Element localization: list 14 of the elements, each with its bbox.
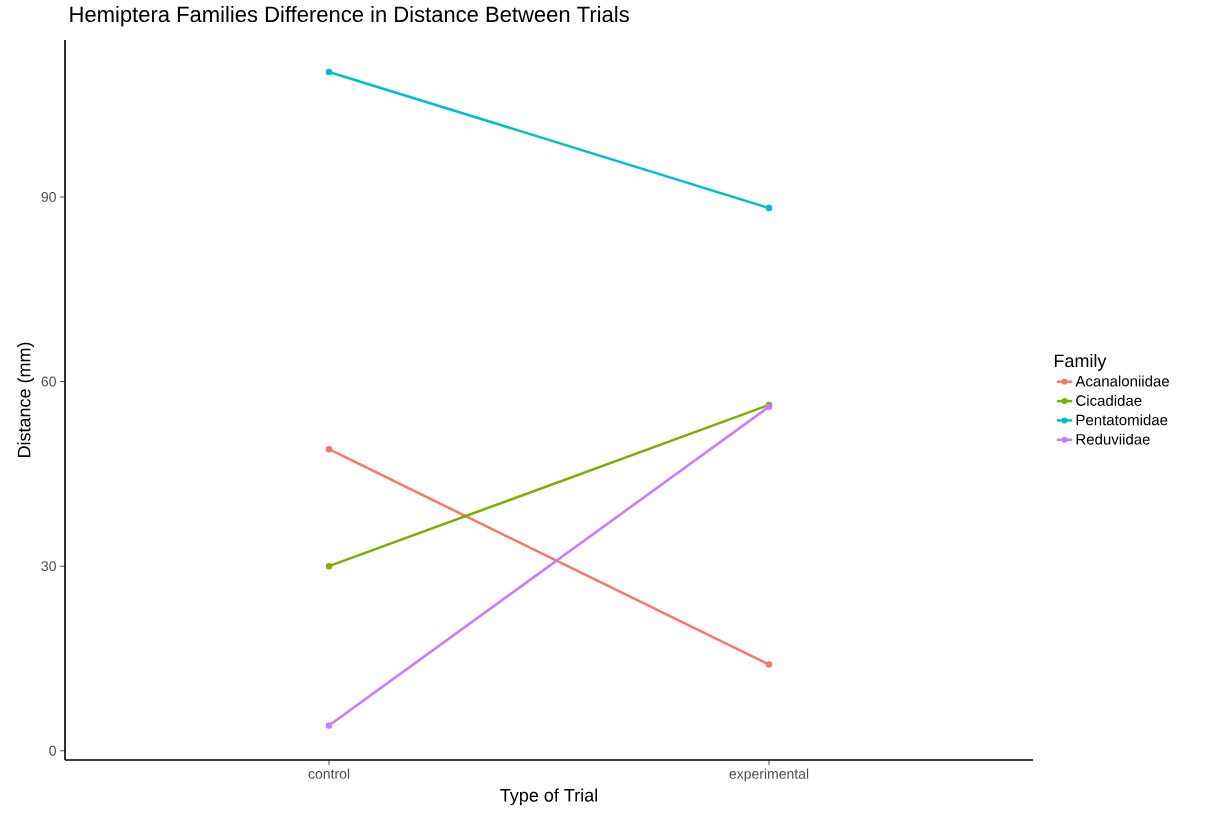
y-axis-title: Distance (mm): [17, 342, 35, 458]
legend-label: Acanaloniidae: [1075, 375, 1169, 387]
x-tick-label: control: [308, 768, 350, 779]
x-axis-title: Type of Trial: [500, 788, 597, 806]
y-tick-label: 30: [41, 561, 56, 572]
chart-title: Hemiptera Families Difference in Distance Between Trials: [70, 5, 629, 27]
y-tick-label: 90: [41, 191, 56, 202]
legend-label: Cicadidae: [1076, 394, 1142, 406]
y-tick-label: 60: [41, 376, 56, 387]
legend-label: Pentatomidae: [1076, 414, 1168, 426]
legend-title: Family: [1054, 353, 1107, 371]
x-tick-label: experimental: [729, 768, 809, 782]
legend-label: Reduviidae: [1076, 433, 1150, 445]
y-tick-label: 0: [49, 745, 56, 756]
